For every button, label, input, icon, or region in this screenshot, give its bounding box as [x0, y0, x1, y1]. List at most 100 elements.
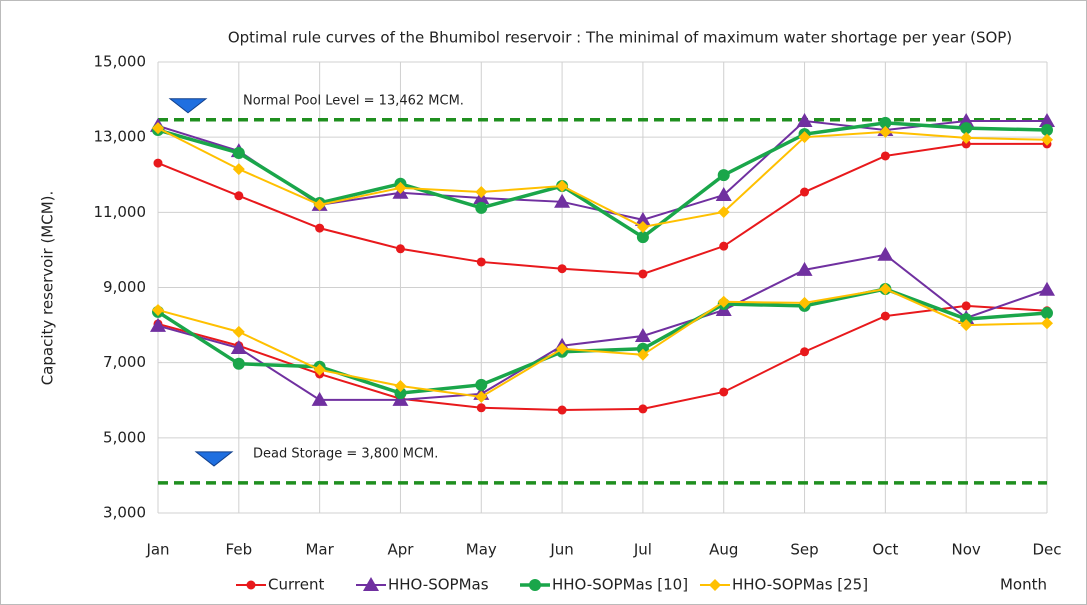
data-point: [476, 257, 486, 267]
data-point: [394, 379, 407, 392]
data-point: [636, 348, 649, 361]
data-point: [638, 404, 648, 414]
data-point: [960, 319, 973, 332]
data-point: [313, 198, 326, 211]
data-point: [717, 205, 730, 218]
reference-label: Normal Pool Level = 13,462 MCM.: [243, 93, 464, 108]
data-point: [557, 264, 567, 274]
data-point: [717, 295, 730, 308]
x-tick-label: Jan: [145, 541, 169, 559]
data-point: [1041, 124, 1053, 137]
data-point: [879, 125, 892, 138]
x-tick-label: Aug: [709, 541, 738, 559]
data-point: [719, 241, 729, 251]
water-level-icon: [168, 98, 208, 114]
y-tick-label: 3,000: [103, 504, 146, 522]
data-point: [394, 387, 407, 400]
data-point: [715, 187, 732, 202]
data-point: [232, 163, 245, 176]
x-tick-label: Sep: [790, 541, 818, 559]
chart-title: Optimal rule curves of the Bhumibol rese…: [228, 29, 1012, 47]
data-point: [234, 191, 244, 201]
x-tick-label: Nov: [952, 541, 981, 559]
data-point: [800, 347, 810, 357]
data-point: [475, 186, 488, 199]
series-line: [157, 304, 1048, 412]
data-point: [880, 311, 890, 321]
data-point: [717, 169, 730, 182]
data-point: [877, 246, 894, 261]
legend-marker: [246, 580, 256, 590]
data-point: [556, 342, 569, 355]
data-point: [232, 325, 245, 338]
data-point: [798, 131, 811, 144]
reference-label: Dead Storage = 3,800 MCM.: [253, 446, 438, 461]
data-point: [556, 180, 569, 193]
data-point: [152, 122, 164, 135]
data-point: [638, 269, 648, 279]
data-point: [880, 151, 890, 161]
data-point: [395, 244, 405, 254]
data-point: [1039, 113, 1055, 128]
x-tick-label: Apr: [387, 541, 414, 559]
x-tick-label: Jun: [549, 541, 573, 559]
legend-label: Current: [268, 576, 324, 594]
data-point: [232, 146, 245, 159]
data-point: [311, 391, 328, 406]
data-point: [960, 131, 973, 144]
data-point: [557, 405, 567, 415]
data-point: [960, 313, 973, 326]
data-point: [800, 187, 810, 197]
y-tick-label: 7,000: [103, 353, 146, 371]
x-tick-label: Dec: [1032, 541, 1061, 559]
data-point: [1041, 317, 1053, 330]
data-point: [475, 378, 488, 391]
data-point: [960, 122, 973, 135]
data-point: [796, 113, 813, 128]
data-point: [150, 317, 166, 332]
data-point: [475, 390, 488, 403]
data-point: [879, 283, 892, 296]
x-axis-label: Month: [1000, 576, 1047, 594]
x-tick-label: Jul: [633, 541, 652, 559]
data-point: [313, 363, 326, 376]
data-point: [634, 211, 651, 226]
data-point: [1039, 281, 1055, 296]
legend-marker: [529, 579, 541, 591]
data-point: [475, 201, 488, 214]
x-tick-label: May: [466, 541, 497, 559]
data-point: [1041, 133, 1053, 146]
series-line: [157, 287, 1048, 398]
x-tick-label: Mar: [305, 541, 334, 559]
legend-marker: [363, 577, 379, 591]
y-tick-label: 11,000: [94, 203, 147, 221]
data-point: [636, 220, 649, 233]
legend-marker: [709, 579, 721, 591]
data-point: [554, 193, 571, 208]
data-point: [230, 340, 247, 355]
water-level-icon: [194, 451, 234, 467]
series-line: [157, 127, 1048, 229]
data-point: [476, 403, 486, 413]
data-point: [958, 113, 975, 128]
y-tick-label: 15,000: [94, 53, 147, 71]
data-point: [879, 116, 892, 129]
data-point: [961, 139, 971, 149]
data-point: [719, 387, 729, 397]
y-tick-label: 5,000: [103, 428, 146, 446]
data-point: [394, 181, 407, 194]
series-line: [157, 253, 1048, 401]
data-point: [636, 231, 649, 244]
legend-label: HHO-SOPMas: [388, 576, 489, 594]
y-axis-label: Capacity reservoir (MCM).: [39, 191, 57, 386]
data-point: [961, 301, 971, 311]
data-point: [1041, 307, 1053, 320]
data-point: [232, 357, 245, 370]
data-point: [798, 296, 811, 309]
data-point: [634, 327, 651, 342]
data-point: [796, 261, 813, 276]
legend-label: HHO-SOPMas [25]: [732, 576, 868, 594]
data-point: [152, 304, 164, 317]
series-line: [157, 121, 1048, 240]
